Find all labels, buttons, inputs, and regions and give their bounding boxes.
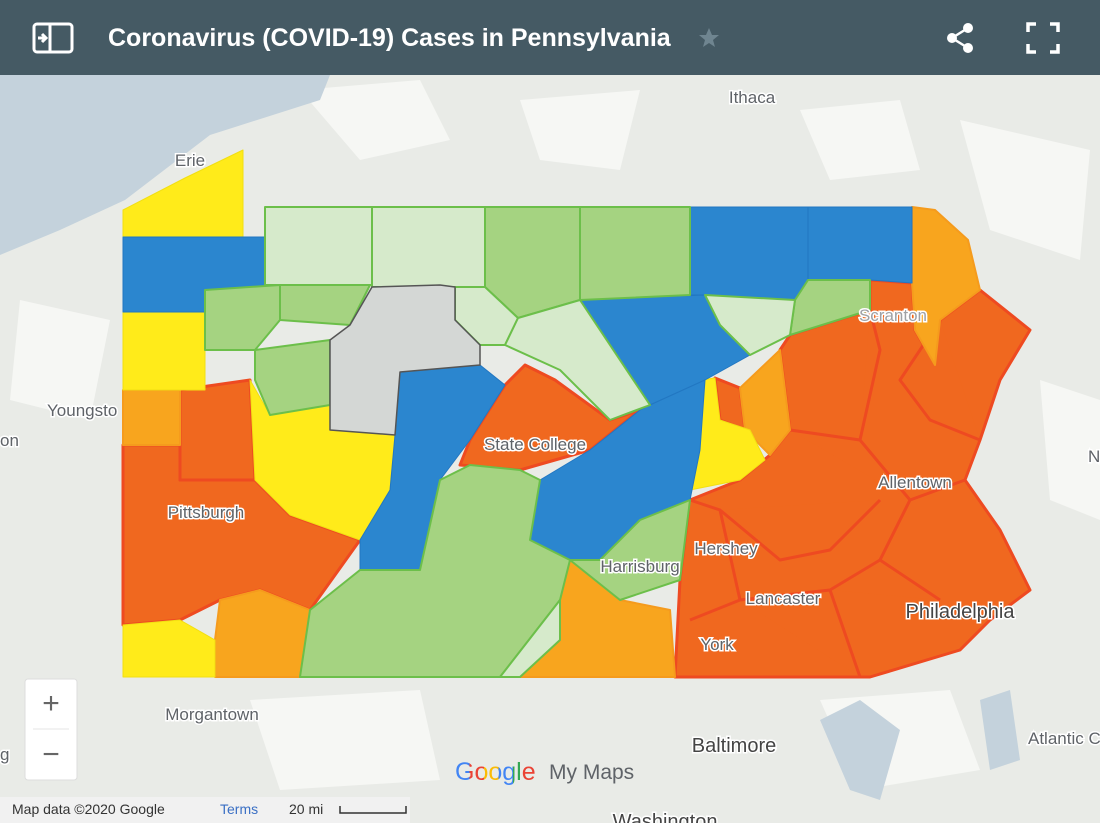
place-label: Baltimore	[692, 735, 776, 757]
gray-county	[329, 284, 481, 436]
blue-counties	[122, 206, 913, 571]
footer-bar	[0, 797, 410, 823]
google-logo: Google	[455, 758, 536, 786]
place-label: Philadelphia	[906, 601, 1016, 623]
place-label: Washington	[613, 811, 718, 823]
place-label: Scranton	[859, 306, 927, 325]
place-label: Hershey	[694, 539, 758, 558]
green-counties	[204, 206, 871, 678]
pale-counties	[264, 206, 796, 678]
place-label: York	[700, 635, 734, 654]
yellow-counties	[122, 149, 766, 678]
zoom-in[interactable]: +	[42, 687, 60, 720]
place-label: Lancaster	[746, 589, 821, 608]
place-label: Erie	[175, 151, 205, 170]
place-label: Harrisburg	[600, 557, 679, 576]
place-label: Atlantic C	[1028, 729, 1100, 748]
place-label: on	[0, 431, 19, 450]
header-bar	[0, 0, 1100, 75]
terms-link[interactable]: Terms	[220, 801, 258, 817]
product-name: My Maps	[549, 761, 634, 784]
amber-counties	[122, 206, 981, 678]
counties	[121, 149, 1032, 679]
place-label: g	[0, 745, 9, 764]
attribution: Map data ©2020 Google	[12, 801, 165, 817]
zoom-out[interactable]: −	[42, 738, 60, 771]
place-label: Ithaca	[729, 88, 776, 107]
zoom-control: + −	[24, 678, 78, 781]
header-title: Coronavirus (COVID-19) Cases in Pennsylv…	[108, 24, 672, 52]
scale-bar	[339, 806, 407, 814]
place-label: N	[1088, 447, 1100, 466]
place-label: Pittsburgh	[168, 503, 245, 522]
bay-water	[820, 690, 1020, 800]
place-label: Youngsto	[47, 401, 117, 420]
sidebar-toggle[interactable]	[32, 22, 74, 54]
star-icon[interactable]	[699, 28, 719, 47]
place-labels: Ithaca Erie Youngsto on Scranton State C…	[0, 87, 1100, 823]
place-label: State College	[484, 435, 586, 454]
orange-counties	[121, 278, 1032, 679]
place-label: Morgantown	[165, 705, 259, 724]
scale-label: 20 mi	[289, 801, 323, 817]
fullscreen-icon[interactable]	[1026, 22, 1060, 54]
terrain-patches	[10, 80, 1100, 790]
place-label: Allentown	[878, 473, 952, 492]
share-icon[interactable]	[947, 23, 973, 53]
lake-erie	[0, 75, 330, 255]
